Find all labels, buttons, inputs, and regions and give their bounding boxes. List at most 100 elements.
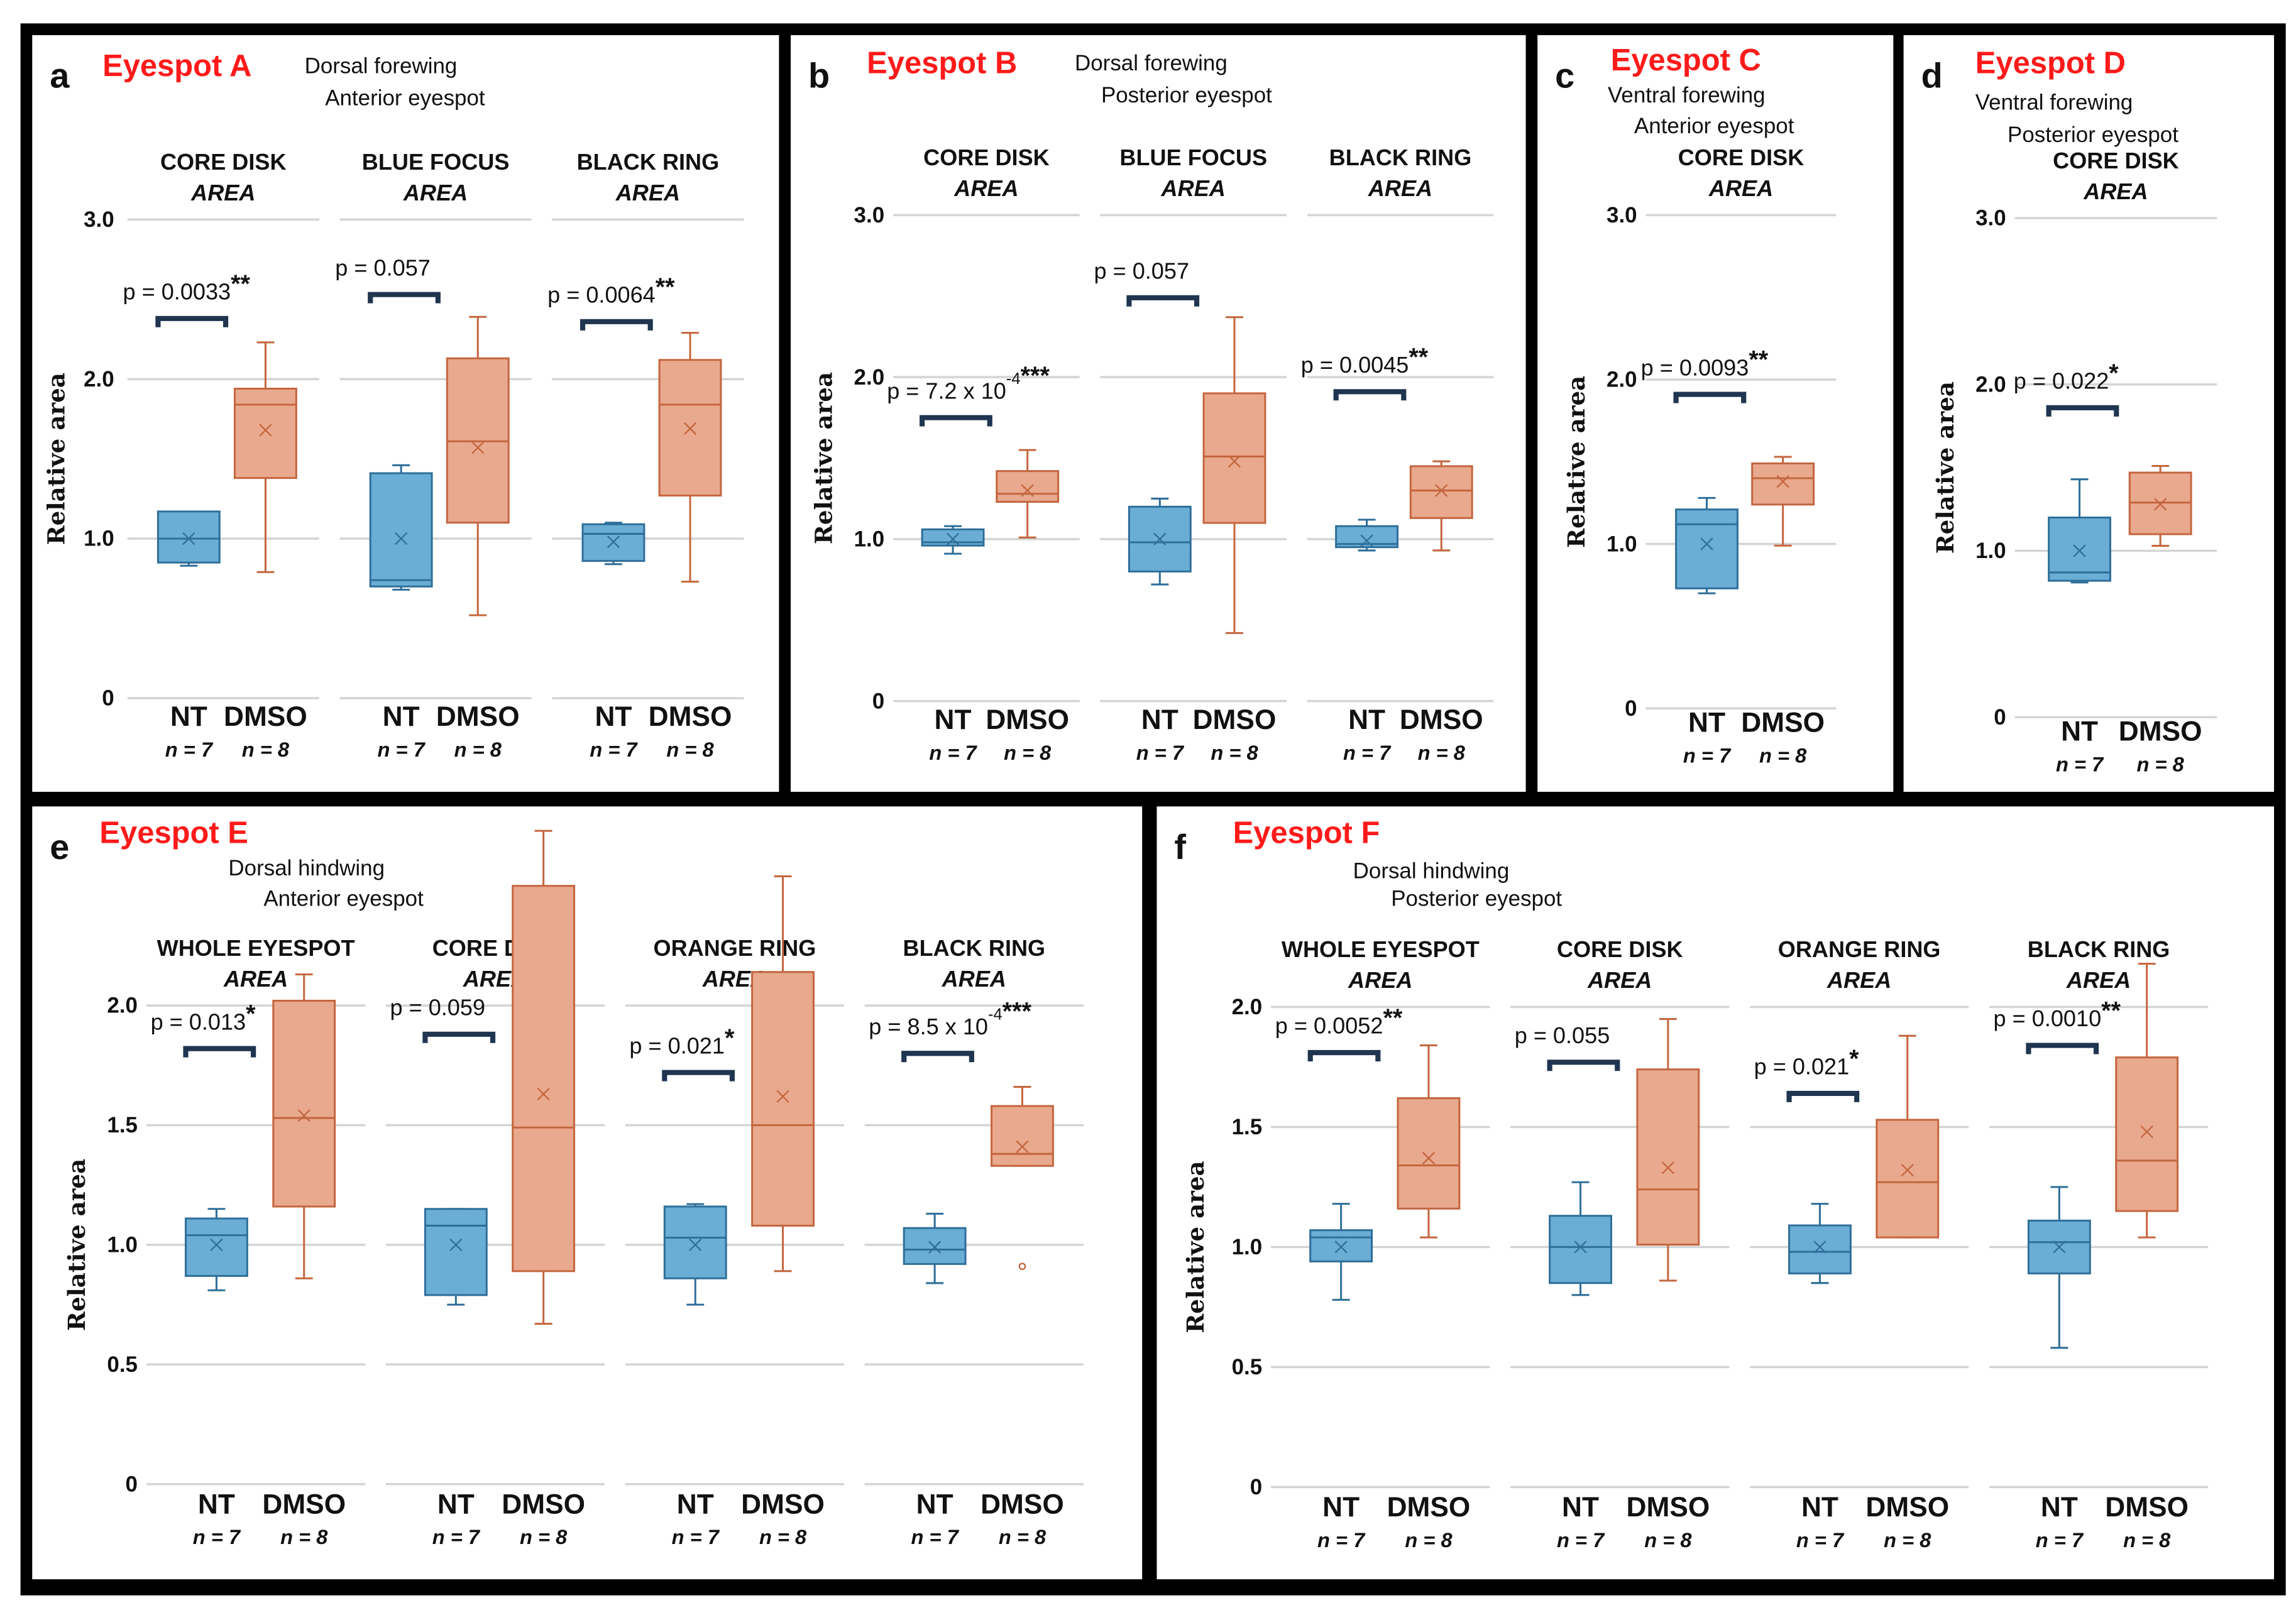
panel-subtitle: Anterior eyespot xyxy=(1634,114,1794,138)
group-sublabel: AREA xyxy=(403,180,468,205)
group-label: WHOLE EYESPOT xyxy=(157,935,355,961)
mean-marker xyxy=(1700,537,1713,550)
group-core-disk: CORE DISK AREA NT n = 7 DMSO n = 8 p = 0.022* xyxy=(2014,148,2217,775)
significance-bracket xyxy=(422,1031,496,1043)
y-tick-label: 2.0 xyxy=(84,367,114,392)
box-iqr xyxy=(903,1227,967,1265)
panel-title: Eyespot A xyxy=(102,49,251,83)
significance-stars: * xyxy=(725,1024,735,1052)
category-label: DMSO xyxy=(1865,1492,1949,1523)
significance-bracket xyxy=(155,315,229,327)
sample-size: n = 8 xyxy=(280,1525,328,1548)
group-label: BLACK RING xyxy=(1329,145,1472,170)
group-sublabel: AREA xyxy=(190,180,255,205)
category-label: NT xyxy=(2061,716,2098,747)
significance-stars: ** xyxy=(1383,1004,1402,1032)
mean-marker xyxy=(2140,1125,2153,1139)
panel-subtitle: Ventral forewing xyxy=(1975,90,2133,115)
box-dmso xyxy=(2128,464,2192,547)
p-value: p = 0.0010** xyxy=(1994,997,2121,1032)
y-tick-label: 1.0 xyxy=(1607,532,1637,556)
y-tick-label: 0 xyxy=(872,689,884,713)
panel-subtitle: Anterior eyespot xyxy=(325,86,485,111)
y-tick-label: 2.0 xyxy=(1607,368,1637,392)
category-label: DMSO xyxy=(741,1489,825,1520)
category-label: DMSO xyxy=(1387,1492,1471,1523)
panel-e: e Eyespot E Dorsal hindwing Anterior eyespo… xyxy=(32,806,1143,1580)
significance-bracket xyxy=(662,1070,735,1082)
box-iqr xyxy=(1751,462,1815,506)
sample-size: n = 8 xyxy=(1644,1528,1692,1552)
p-value-text: p = 0.021 xyxy=(629,1032,725,1058)
group-sublabel: AREA xyxy=(1587,967,1652,993)
box-dmso xyxy=(2115,963,2179,1239)
p-value: p = 0.021* xyxy=(1754,1045,1860,1080)
significance-bracket xyxy=(2046,405,2119,417)
mean-marker xyxy=(1435,484,1448,497)
group-label: BLACK RING xyxy=(903,935,1046,961)
y-tick-label: 0.5 xyxy=(1232,1355,1263,1379)
box-iqr xyxy=(1409,465,1473,519)
panel-letter: a xyxy=(50,56,70,96)
category-label: NT xyxy=(170,701,207,732)
p-value-exponent: -4 xyxy=(988,1006,1002,1024)
p-value: p = 0.055 xyxy=(1515,1022,1610,1048)
sample-size: n = 8 xyxy=(1884,1528,1931,1552)
category-label: NT xyxy=(383,701,420,732)
box-dmso xyxy=(1397,1044,1461,1239)
p-value: p = 0.021* xyxy=(629,1024,735,1059)
box-dmso xyxy=(1202,316,1266,634)
group-black-ring: BLACK RING AREA NT n = 7 DMSO n = 8 p = 0.0045… xyxy=(1301,145,1494,764)
y-tick-label: 1.0 xyxy=(107,1233,138,1257)
significance-stars: ** xyxy=(1749,346,1768,374)
significance-bracket xyxy=(920,415,992,427)
p-value-text: p = 0.0045 xyxy=(1301,352,1409,378)
panel-letter: e xyxy=(50,827,69,867)
significance-stars: ** xyxy=(1409,343,1428,371)
p-value-text: p = 0.057 xyxy=(335,255,431,280)
box-dmso xyxy=(658,332,722,583)
group-label: ORANGE RING xyxy=(654,935,816,961)
category-label: DMSO xyxy=(436,701,520,732)
panel-background xyxy=(32,806,1143,1580)
p-value-text: p = 0.0010 xyxy=(1994,1005,2102,1031)
mean-marker xyxy=(2154,498,2167,511)
box-nt xyxy=(184,1208,248,1291)
panel-subtitle: Dorsal hindwing xyxy=(228,856,385,880)
category-label: DMSO xyxy=(224,701,307,732)
box-iqr xyxy=(1636,1068,1700,1246)
y-axis-label: Relative area xyxy=(1182,1161,1209,1333)
group-sublabel: AREA xyxy=(1708,175,1773,201)
significance-bracket xyxy=(183,1046,256,1058)
y-tick-label: 0 xyxy=(126,1472,138,1496)
p-value-text: p = 0.013 xyxy=(151,1009,246,1034)
group-label: ORANGE RING xyxy=(1778,936,1941,962)
group-label: BLACK RING xyxy=(2028,936,2170,962)
mean-marker xyxy=(259,424,272,437)
p-value: p = 0.059 xyxy=(390,995,485,1021)
outlier-point xyxy=(1018,1262,1026,1270)
panel-title: Eyespot C xyxy=(1611,43,1761,77)
group-core-disk: CORE DISK AREA NT n = 7 DMSO n = 8 p = 0.0093*… xyxy=(1641,145,1837,767)
p-value-text: p = 0.0033 xyxy=(123,278,231,304)
mean-marker xyxy=(2073,544,2086,557)
group-label: WHOLE EYESPOT xyxy=(1282,936,1480,962)
panel-background xyxy=(32,35,779,792)
panel-a: a Eyespot A Dorsal forewing Anterior eyespo… xyxy=(32,35,779,792)
p-value-text: p = 7.2 x 10 xyxy=(887,378,1006,403)
category-label: NT xyxy=(1322,1492,1359,1523)
panel-background xyxy=(1537,35,1894,792)
mean-marker xyxy=(1153,532,1167,546)
significance-bracket xyxy=(901,1051,974,1063)
box-dmso xyxy=(1636,1017,1700,1282)
mean-marker xyxy=(1813,1240,1826,1254)
p-value: p = 0.0045** xyxy=(1301,343,1429,378)
group-core-disk: CORE DISK AREA NT n = 7 DMSO n = 8 p = 0.055 xyxy=(1510,936,1730,1552)
category-label: NT xyxy=(595,701,632,732)
mean-marker xyxy=(928,1240,942,1254)
box-iqr xyxy=(424,1208,488,1296)
group-core-disk: CORE DISK AREA NT n = 7 DMSO n = 8 p = 0.0033*… xyxy=(123,149,319,761)
sample-size: n = 7 xyxy=(1796,1528,1845,1552)
group-sublabel: AREA xyxy=(1161,175,1226,201)
panel-background xyxy=(791,35,1526,792)
